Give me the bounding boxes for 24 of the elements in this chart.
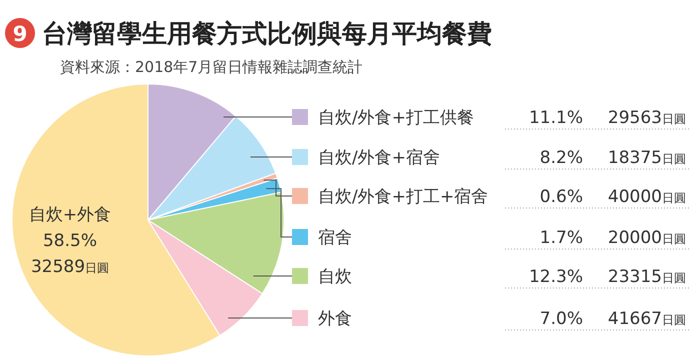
data-label: 12.3% [528, 267, 583, 287]
legend-label: 自炊/外食+打工供餐 [318, 108, 474, 128]
data-label: 58.5% [42, 231, 98, 251]
data-label: 7.0% [540, 309, 583, 329]
legend-label: 宿舍 [318, 228, 352, 248]
data-label: 11.1% [528, 108, 583, 128]
slice-label: 自炊+外食 [28, 205, 112, 225]
data-label: 0.6% [540, 187, 583, 207]
legend-label: 自炊/外食+打工+宿舍 [318, 187, 488, 207]
text: 40000日圓 [608, 187, 686, 207]
text: 32589日圓 [30, 257, 110, 277]
legend-label: 自炊/外食+宿舍 [318, 148, 440, 168]
text: 18375日圓 [608, 148, 686, 168]
chart-subtitle: 資料來源：2018年7月留日情報雜誌調查統計 [60, 58, 363, 76]
text: 23315日圓 [608, 267, 686, 287]
data-label: 8.2% [540, 148, 583, 168]
text: 29563日圓 [608, 108, 686, 128]
chart-title: 台灣留學生用餐方式比例與每月平均餐費 [42, 19, 492, 48]
text: 20000日圓 [608, 228, 686, 248]
text: 9 [12, 22, 28, 46]
text: 41667日圓 [608, 309, 686, 329]
legend-label: 自炊 [318, 267, 352, 287]
legend-label: 外食 [318, 309, 352, 329]
data-label: 1.7% [540, 228, 583, 248]
